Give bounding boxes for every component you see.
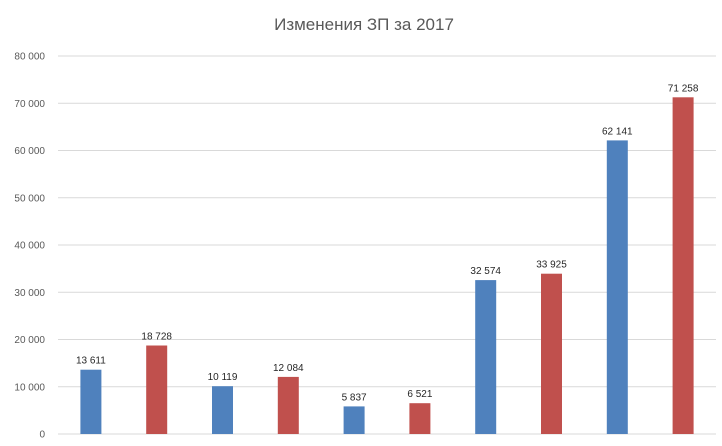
bar bbox=[409, 403, 431, 434]
y-tick-label: 70 000 bbox=[14, 99, 45, 110]
data-label: 71 258 bbox=[668, 83, 699, 94]
bars bbox=[80, 97, 694, 435]
bar bbox=[343, 406, 365, 434]
bar bbox=[80, 369, 102, 434]
data-label: 62 141 bbox=[602, 126, 633, 137]
bar bbox=[672, 97, 694, 435]
y-tick-label: 80 000 bbox=[14, 52, 45, 63]
data-label: 33 925 bbox=[536, 260, 567, 271]
bar bbox=[475, 280, 497, 434]
data-label: 18 728 bbox=[141, 332, 172, 343]
y-tick-label: 40 000 bbox=[14, 241, 45, 252]
data-label: 13 611 bbox=[76, 356, 106, 367]
chart-title: Изменения ЗП за 2017 bbox=[274, 15, 454, 34]
data-label: 12 084 bbox=[273, 363, 304, 374]
data-label: 6 521 bbox=[407, 389, 432, 400]
y-tick-label: 10 000 bbox=[14, 382, 45, 393]
bar bbox=[212, 386, 233, 434]
y-tick-label: 60 000 bbox=[14, 146, 45, 157]
y-tick-label: 20 000 bbox=[14, 335, 45, 346]
data-label: 5 837 bbox=[342, 392, 367, 403]
data-label: 32 574 bbox=[470, 266, 501, 277]
bar bbox=[606, 140, 628, 434]
bar bbox=[541, 273, 562, 434]
data-labels: 13 611 18 728 10 119 12 084 5 837 6 521 32 574… bbox=[76, 83, 699, 403]
gridlines bbox=[58, 55, 716, 435]
y-axis-ticks: 0 10 000 20 000 30 000 40 000 50 000 60 000 70 … bbox=[14, 52, 45, 441]
y-tick-label: 50 000 bbox=[14, 193, 45, 204]
bar bbox=[277, 376, 299, 434]
data-label: 10 119 bbox=[208, 372, 238, 383]
y-tick-label: 0 bbox=[39, 430, 45, 441]
y-tick-label: 30 000 bbox=[14, 288, 45, 299]
bar bbox=[146, 345, 168, 434]
